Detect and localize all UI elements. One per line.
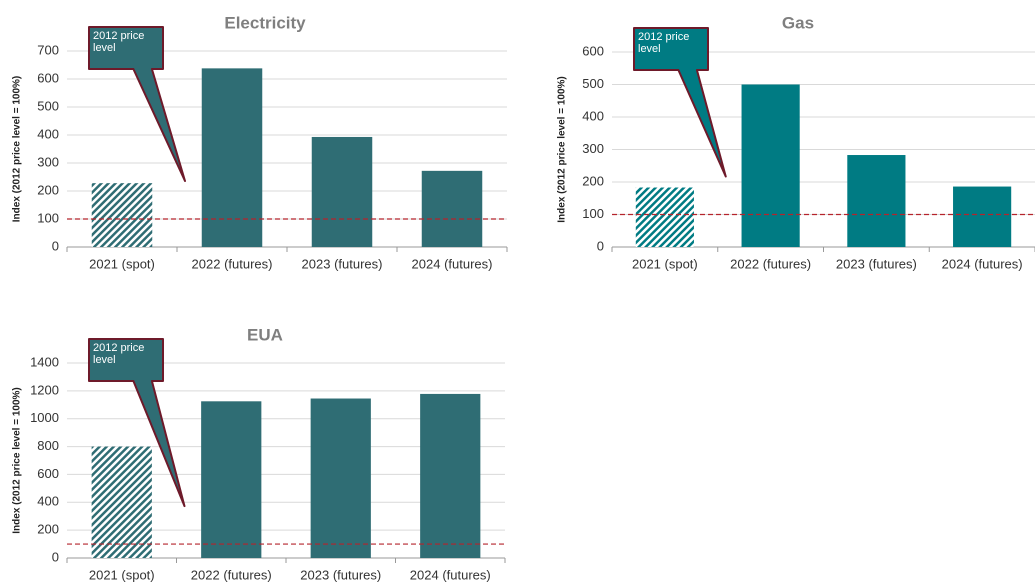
y-tick-label: 300 (37, 154, 59, 169)
y-tick-label: 400 (37, 126, 59, 141)
x-tick-label: 2024 (futures) (942, 256, 1023, 271)
y-axis-label: Index (2012 price level = 100%) (557, 76, 568, 222)
y-tick-label: 300 (582, 141, 604, 156)
bar (953, 186, 1012, 247)
y-axis-label: Index (2012 price level = 100%) (12, 76, 23, 222)
y-tick-label: 200 (37, 182, 59, 197)
callout-container: 2012 price level (93, 30, 145, 54)
callout-container: 2012 price level (638, 31, 690, 55)
bar (741, 84, 800, 247)
chart: Electricity Index (2012 price level = 100… (12, 13, 508, 271)
y-tick-label: 100 (37, 210, 59, 225)
callout-box (633, 27, 727, 178)
x-tick-label: 2022 (futures) (192, 256, 273, 271)
y-tick-label: 400 (582, 108, 604, 123)
bar (201, 401, 262, 558)
bar (847, 155, 906, 247)
y-tick-label: 0 (52, 238, 59, 253)
y-tick-label: 200 (582, 173, 604, 188)
y-tick-label: 700 (37, 42, 59, 57)
x-tick-label: 2023 (futures) (302, 256, 383, 271)
bar (311, 136, 373, 247)
y-tick-label: 0 (597, 238, 604, 253)
y-tick-label: 500 (37, 98, 59, 113)
y-tick-label: 1000 (30, 410, 59, 425)
y-tick-label: 500 (582, 76, 604, 91)
bar (91, 446, 152, 558)
y-tick-label: 800 (37, 438, 59, 453)
x-tick-label: 2023 (futures) (300, 567, 381, 582)
chart: EUA Index (2012 price level = 100%) 0 200 40… (12, 325, 506, 582)
callout-text: 2012 price level (93, 342, 145, 366)
y-tick-label: 600 (37, 466, 59, 481)
x-tick-label: 2022 (futures) (191, 567, 272, 582)
chart-title: Gas (782, 13, 814, 32)
x-tick-label: 2021 (spot) (89, 567, 155, 582)
chart-title: EUA (247, 325, 283, 344)
y-tick-label: 200 (37, 522, 59, 537)
bar (91, 183, 153, 247)
bar (635, 187, 694, 247)
bar (201, 68, 263, 247)
y-tick-label: 1400 (30, 354, 59, 369)
x-tick-label: 2023 (futures) (836, 256, 917, 271)
y-tick-label: 600 (37, 70, 59, 85)
x-tick-label: 2024 (futures) (410, 567, 491, 582)
y-tick-label: 400 (37, 494, 59, 509)
x-tick-label: 2021 (spot) (632, 256, 698, 271)
y-tick-label: 0 (52, 549, 59, 564)
bar (420, 393, 481, 558)
bar (310, 398, 371, 558)
callout-text: 2012 price level (638, 31, 690, 55)
y-axis-label: Index (2012 price level = 100%) (12, 387, 23, 533)
chart: Gas Index (2012 price level = 100%) 0 100 20… (557, 13, 1035, 271)
callout-container: 2012 price level (93, 342, 145, 366)
y-tick-label: 600 (582, 43, 604, 58)
callout-box (88, 338, 186, 508)
x-tick-label: 2024 (futures) (412, 256, 493, 271)
y-tick-label: 100 (582, 206, 604, 221)
bar (421, 170, 483, 247)
x-tick-label: 2021 (spot) (89, 256, 155, 271)
callout-text: 2012 price level (93, 30, 145, 54)
callout-box (88, 26, 186, 182)
y-tick-label: 1200 (30, 382, 59, 397)
chart-title: Electricity (224, 13, 306, 32)
x-tick-label: 2022 (futures) (730, 256, 811, 271)
